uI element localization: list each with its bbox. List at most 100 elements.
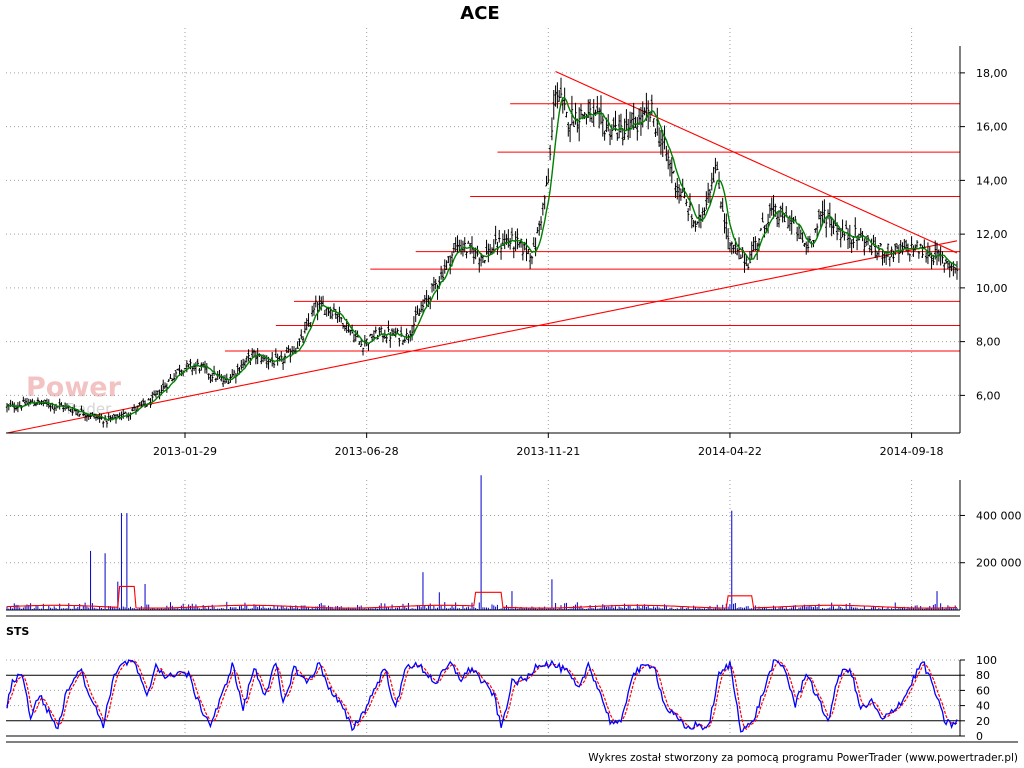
- price-bar: [485, 239, 488, 255]
- price-bar: [944, 258, 948, 264]
- price-bar: [534, 237, 537, 257]
- price-bar: [801, 232, 804, 243]
- price-bar: [705, 191, 708, 210]
- price-bar: [227, 380, 230, 385]
- price-bar: [616, 132, 619, 141]
- price-bar: [556, 82, 559, 109]
- price-bar: [770, 197, 773, 216]
- price-bar: [327, 307, 330, 316]
- price-bar: [894, 243, 897, 256]
- sts-k-line: [6, 659, 958, 733]
- price-bar: [301, 336, 305, 343]
- price-bar: [307, 313, 310, 327]
- price-bar: [577, 107, 581, 142]
- price-bar: [830, 216, 833, 237]
- price-bar: [412, 316, 416, 333]
- price-bar: [550, 117, 554, 141]
- price-y-tick-label: 14,00: [976, 174, 1008, 187]
- price-bar: [22, 396, 25, 402]
- price-bar: [456, 235, 459, 254]
- price-bar: [94, 413, 98, 421]
- price-bar: [541, 202, 545, 216]
- sts-y-tick-label: 20: [976, 715, 990, 728]
- price-bar: [236, 363, 239, 375]
- price-bar: [98, 413, 101, 423]
- price-bar: [91, 412, 94, 415]
- price-bar: [543, 195, 546, 210]
- price-bar: [775, 211, 779, 227]
- price-bar: [677, 184, 681, 204]
- price-bar: [467, 240, 470, 244]
- price-bar: [131, 407, 134, 412]
- price-bar: [232, 369, 236, 377]
- price-bar: [815, 223, 819, 238]
- price-y-ticks: 6,00 8,00 10,00 12,00 14,00 16,00 18,00: [960, 67, 1008, 402]
- price-bar: [432, 276, 436, 292]
- price-bar: [859, 228, 862, 238]
- price-bar: [503, 230, 506, 250]
- price-x-tick-label: 2013-01-29: [153, 445, 217, 458]
- price-bar: [191, 366, 194, 376]
- price-bar: [761, 212, 764, 223]
- price-bar: [777, 210, 781, 228]
- price-bar: [732, 244, 735, 254]
- price-bar: [795, 226, 799, 242]
- price-bar: [610, 124, 614, 140]
- price-bar: [247, 349, 250, 362]
- price-bar: [621, 127, 624, 146]
- price-bar: [759, 227, 763, 232]
- horizontal-levels: [224, 103, 960, 352]
- price-bar: [868, 245, 872, 253]
- price-bar: [410, 324, 414, 341]
- price-bar: [538, 220, 541, 236]
- price-bar: [572, 120, 575, 127]
- price-bar: [527, 249, 530, 255]
- price-bar: [799, 229, 802, 239]
- price-bar: [935, 242, 939, 266]
- price-bar: [201, 362, 205, 368]
- price-bar: [946, 261, 950, 270]
- price-bar: [530, 255, 534, 265]
- price-bar: [156, 390, 159, 395]
- volume-y-tick-label: 400 000: [976, 509, 1022, 522]
- moving-average-line: [6, 96, 958, 421]
- support-trendline: [6, 240, 958, 434]
- price-bar: [251, 348, 254, 358]
- price-bar: [465, 251, 468, 259]
- price-bar: [241, 358, 245, 369]
- price-bar: [681, 178, 684, 193]
- price-bar: [176, 368, 179, 371]
- price-bar: [132, 404, 136, 411]
- price-bar: [414, 306, 417, 323]
- price-bar: [310, 305, 314, 317]
- price-bar: [109, 415, 112, 423]
- price-bar: [723, 213, 726, 234]
- price-bar: [581, 113, 585, 118]
- sts-y-ticks: 0 20 40 60 80 100: [960, 654, 997, 743]
- price-bar: [443, 259, 446, 274]
- price-bar: [361, 347, 365, 356]
- price-bar: [147, 398, 150, 401]
- price-bar: [919, 243, 922, 247]
- price-y-tick-label: 10,00: [976, 282, 1008, 295]
- price-bar: [703, 207, 706, 216]
- price-bar: [229, 374, 232, 383]
- sts-y-tick-label: 100: [976, 654, 997, 667]
- price-bar: [323, 309, 327, 315]
- price-bar: [478, 257, 481, 273]
- price-bar: [83, 412, 87, 421]
- price-bar: [36, 397, 40, 405]
- resistance-trendline: [555, 71, 958, 254]
- price-bar: [183, 367, 187, 370]
- price-bar: [102, 420, 105, 428]
- price-bar: [886, 243, 890, 258]
- price-bar: [418, 308, 421, 316]
- price-bar: [712, 166, 715, 183]
- price-y-tick-label: 16,00: [976, 121, 1008, 134]
- price-bar: [912, 245, 915, 257]
- price-bar: [172, 373, 176, 381]
- price-bar: [518, 241, 521, 248]
- price-bar: [405, 328, 408, 340]
- price-bar: [154, 390, 158, 398]
- price-bar: [343, 325, 347, 332]
